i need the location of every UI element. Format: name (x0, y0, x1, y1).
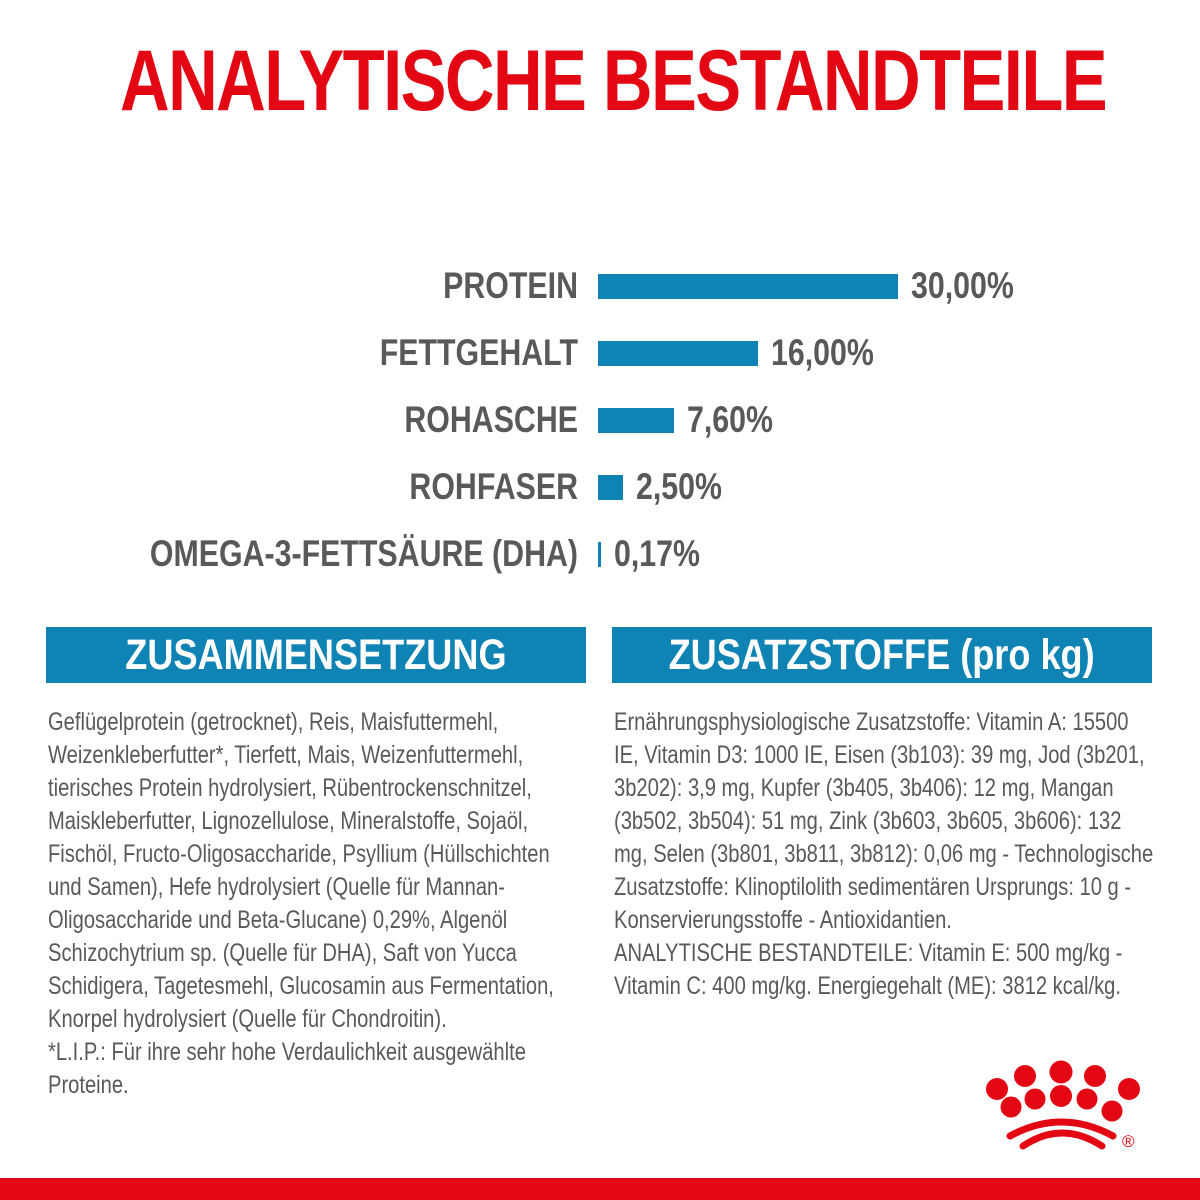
chart-bar (598, 407, 674, 433)
additives-body-text: Ernährungsphysiologische Zusatzstoffe: V… (614, 708, 1154, 934)
nutrient-bar-chart: PROTEIN 30,00% FETTGEHALT 16,00% ROHASCH… (0, 265, 1200, 602)
chart-row-omega3-dha: OMEGA-3-FETTSÄURE (DHA) 0,17% (0, 533, 1200, 574)
chart-row-rohfaser: ROHFASER 2,50% (0, 466, 1200, 507)
chart-row-label: OMEGA-3-FETTSÄURE (DHA) (149, 533, 579, 574)
registered-mark: ® (1122, 1132, 1135, 1151)
composition-header-label: ZUSAMMENSETZUNG (125, 630, 507, 679)
composition-section-header: ZUSAMMENSETZUNG (46, 627, 586, 683)
additives-header-label: ZUSATZSTOFFE (pro kg) (668, 630, 1096, 679)
composition-text-column: Geflügelprotein (getrocknet), Reis, Mais… (48, 706, 588, 1102)
chart-value: 7,60% (687, 399, 774, 440)
additives-text-column: Ernährungsphysiologische Zusatzstoffe: V… (614, 706, 1154, 1003)
additives-analytical-text: ANALYTISCHE BESTANDTEILE: Vitamin E: 500… (614, 939, 1123, 1000)
chart-value: 2,50% (636, 466, 723, 507)
chart-row-label: ROHASCHE (404, 399, 578, 440)
crown-base-arcs (1006, 1118, 1117, 1150)
chart-row-label: PROTEIN (443, 265, 578, 306)
royal-canin-crown-icon: ® (986, 1060, 1140, 1151)
chart-row-label: ROHFASER (409, 466, 578, 507)
composition-body-text: Geflügelprotein (getrocknet), Reis, Mais… (48, 708, 554, 1033)
chart-row-rohasche: ROHASCHE 7,60% (0, 399, 1200, 440)
additives-section-header: ZUSATZSTOFFE (pro kg) (612, 627, 1152, 683)
chart-bar (598, 273, 898, 299)
chart-value: 30,00% (911, 265, 1014, 306)
composition-footnote: *L.I.P.: Für ihre sehr hohe Verdaulichke… (48, 1038, 526, 1099)
chart-bar (598, 541, 601, 567)
bottom-red-strip (0, 1178, 1200, 1200)
crown-dots (986, 1060, 1140, 1122)
chart-row-fettgehalt: FETTGEHALT 16,00% (0, 332, 1200, 373)
chart-row-label: FETTGEHALT (379, 332, 578, 373)
chart-bar (598, 474, 623, 500)
chart-value: 16,00% (771, 332, 874, 373)
page-title: ANALYTISCHE BESTANDTEILE (120, 33, 1108, 129)
chart-bar (598, 340, 758, 366)
chart-value: 0,17% (614, 533, 701, 574)
chart-row-protein: PROTEIN 30,00% (0, 265, 1200, 306)
